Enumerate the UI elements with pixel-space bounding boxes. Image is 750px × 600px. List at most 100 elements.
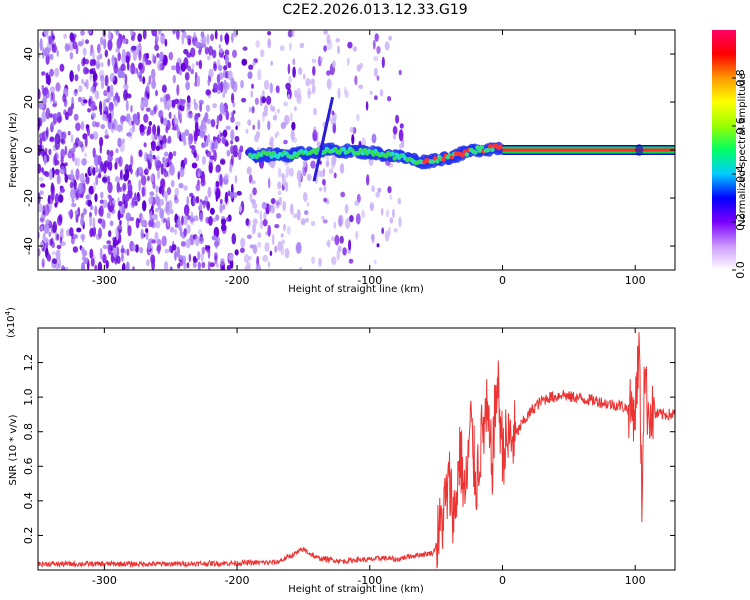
noise-speck	[151, 239, 156, 244]
noise-speck	[287, 93, 291, 100]
noise-speck	[151, 53, 155, 63]
noise-speck	[102, 244, 108, 250]
noise-speck	[115, 30, 120, 36]
noise-speck	[285, 82, 291, 90]
noise-speck	[81, 261, 86, 270]
noise-speck	[100, 124, 106, 130]
noise-speck	[282, 200, 287, 212]
noise-speck	[108, 161, 113, 171]
noise-speck	[56, 129, 62, 135]
noise-speck	[164, 151, 169, 157]
noise-speck	[331, 153, 337, 166]
noise-speck	[105, 260, 109, 269]
noise-speck	[222, 129, 228, 138]
colorbar-tick-label: 0.8	[734, 69, 747, 87]
noise-speck	[48, 36, 53, 45]
noise-speck	[296, 93, 302, 104]
noise-speck	[200, 119, 204, 132]
noise-speck	[121, 205, 126, 215]
noise-speck	[174, 187, 179, 197]
spectrogram-signal	[246, 96, 675, 182]
noise-speck	[86, 192, 92, 202]
noise-speck	[269, 82, 273, 94]
noise-speck	[130, 104, 133, 113]
noise-speck	[49, 238, 53, 246]
noise-speck	[56, 233, 60, 241]
noise-speck	[193, 98, 197, 106]
noise-speck	[215, 187, 221, 199]
noise-speck	[81, 246, 85, 254]
noise-speck	[95, 121, 100, 128]
noise-speck	[179, 166, 185, 178]
noise-speck	[217, 83, 222, 91]
noise-speck	[145, 58, 148, 66]
noise-speck	[208, 68, 214, 78]
noise-speck	[43, 30, 49, 37]
noise-speck	[42, 88, 47, 96]
noise-speck	[249, 192, 253, 203]
noise-speck	[60, 148, 65, 160]
y-tick-label: 1.2	[22, 354, 35, 372]
carrier-core	[502, 148, 675, 152]
noise-speck	[40, 225, 44, 232]
noise-speck	[369, 90, 373, 96]
noise-speck	[222, 204, 226, 210]
noise-speck	[219, 102, 225, 115]
colorbar-ticks: 0.0 0.2 0.4 0.6 0.8	[732, 69, 747, 279]
noise-speck	[72, 41, 78, 50]
signal-core	[341, 146, 347, 152]
noise-speck	[164, 38, 168, 47]
noise-speck	[38, 248, 41, 257]
noise-speck	[60, 241, 66, 246]
noise-speck	[257, 69, 262, 81]
noise-speck	[201, 200, 207, 205]
noise-speck	[325, 160, 330, 168]
noise-speck	[268, 204, 272, 212]
noise-speck	[151, 80, 157, 89]
noise-speck	[284, 181, 289, 192]
y-tick-label: 0.6	[22, 458, 35, 476]
noise-speck	[156, 125, 161, 137]
noise-speck	[191, 63, 195, 70]
noise-speck	[54, 138, 59, 145]
noise-speck	[92, 217, 96, 229]
noise-speck	[254, 97, 259, 106]
noise-speck	[300, 218, 306, 226]
noise-speck	[199, 102, 203, 113]
noise-speck	[144, 168, 149, 175]
noise-speck	[108, 230, 112, 238]
noise-speck	[200, 253, 204, 263]
noise-speck	[225, 141, 229, 147]
noise-speck	[214, 255, 218, 265]
noise-speck	[226, 265, 231, 270]
y-tick-label: 0.8	[22, 423, 35, 441]
noise-speck	[38, 132, 45, 140]
x-tick-label: 0	[499, 274, 506, 287]
noise-speck	[292, 30, 295, 38]
noise-speck	[205, 216, 210, 224]
noise-speck	[268, 140, 273, 146]
noise-speck	[206, 201, 211, 211]
noise-speck	[126, 248, 130, 256]
noise-speck	[122, 182, 127, 191]
noise-speck	[60, 187, 65, 193]
noise-speck	[270, 60, 274, 66]
noise-speck	[197, 168, 203, 177]
noise-speck	[81, 158, 87, 166]
signal-core	[267, 150, 272, 156]
noise-speck	[69, 52, 74, 60]
noise-speck	[247, 119, 252, 126]
noise-speck	[72, 151, 75, 162]
noise-speck	[99, 136, 104, 147]
spectrogram-y-ticks: -40 -20 0 20 40	[22, 47, 675, 255]
noise-speck	[71, 202, 77, 208]
noise-speck	[228, 253, 234, 261]
noise-speck	[168, 199, 173, 211]
noise-speck	[219, 132, 223, 137]
noise-speck	[188, 253, 191, 263]
noise-speck	[160, 97, 163, 103]
noise-speck	[239, 145, 244, 153]
noise-speck	[145, 228, 149, 234]
noise-speck	[69, 181, 74, 189]
noise-speck	[369, 202, 374, 212]
